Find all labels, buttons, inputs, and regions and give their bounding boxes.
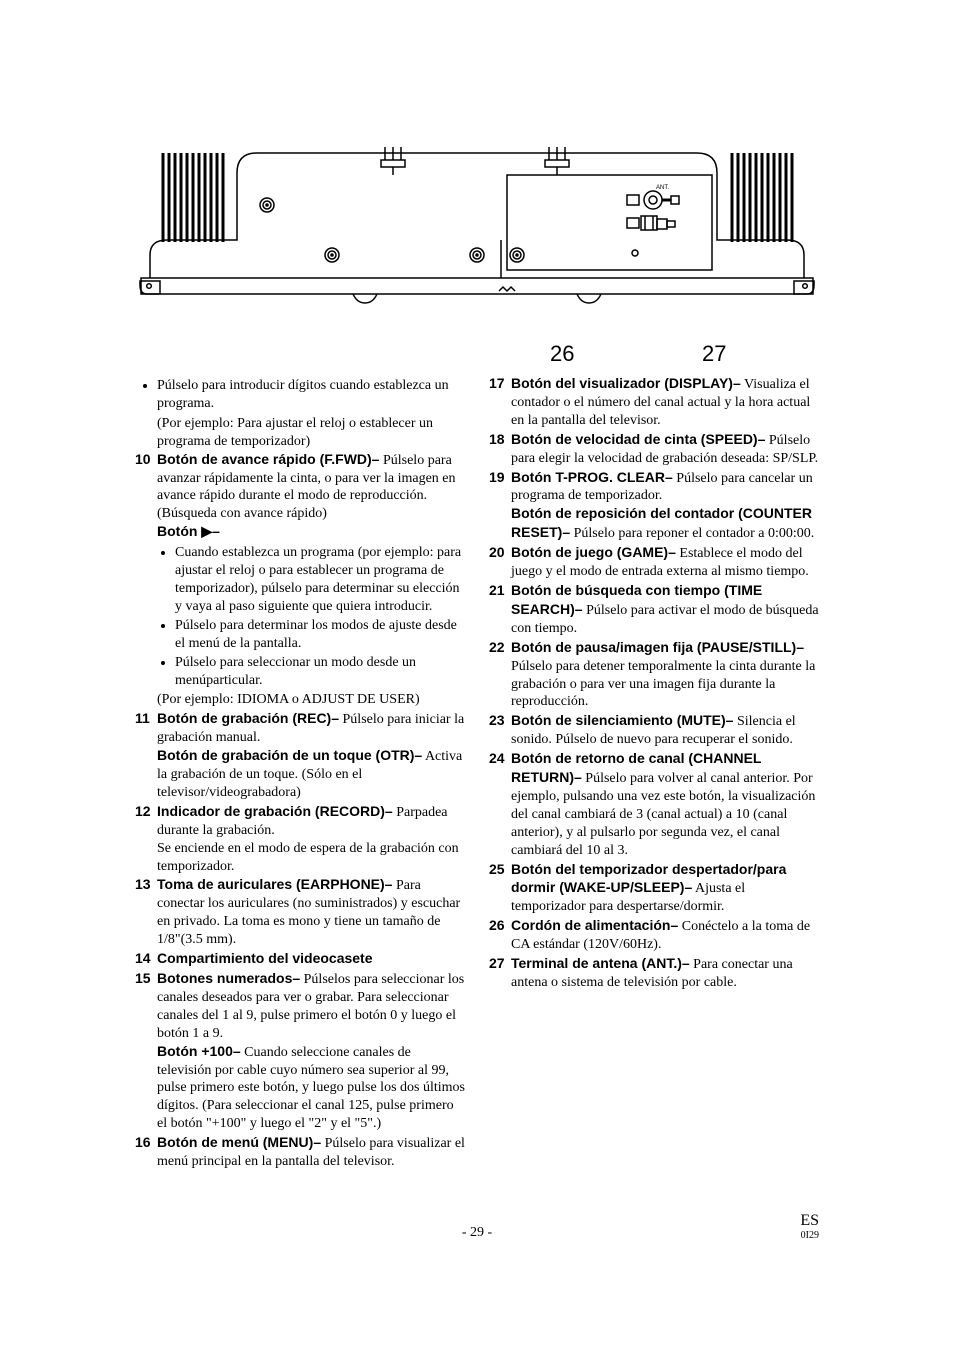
footer-es: ES: [739, 1212, 819, 1230]
right-column: 17Botón del visualizador (DISPLAY)– Visu…: [489, 375, 819, 1172]
lead-bullet: Púlselo para introducir dígitos cuando e…: [157, 377, 465, 413]
diagram-label-26: 26: [550, 341, 574, 367]
diagram-label-27: 27: [702, 341, 726, 367]
left-column: Púlselo para introducir dígitos cuando e…: [135, 375, 465, 1172]
footer-sku: 0I29: [739, 1230, 819, 1241]
svg-text:ANT.: ANT.: [656, 185, 669, 191]
page-footer: - 29 - ES 0I29: [135, 1212, 819, 1241]
lead-note: (Por ejemplo: Para ajustar el reloj o es…: [157, 415, 465, 451]
page-number: - 29 -: [215, 1225, 739, 1241]
rear-view-diagram: ANT.: [137, 135, 817, 335]
